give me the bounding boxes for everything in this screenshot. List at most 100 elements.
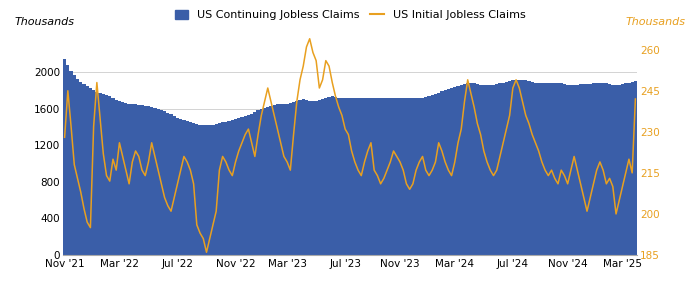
Bar <box>240 117 244 255</box>
Bar <box>250 114 253 255</box>
Bar <box>505 82 508 255</box>
Bar <box>502 82 505 255</box>
Bar <box>437 93 440 255</box>
Bar <box>186 121 189 255</box>
Bar <box>157 109 160 255</box>
Bar <box>63 59 66 255</box>
Bar <box>379 98 382 255</box>
Bar <box>575 85 579 255</box>
Bar <box>398 98 402 255</box>
Bar <box>521 80 524 255</box>
Bar <box>228 121 231 255</box>
Bar <box>163 111 166 255</box>
Text: Thousands: Thousands <box>626 17 686 27</box>
Bar <box>453 87 456 255</box>
Bar <box>376 98 379 255</box>
Bar <box>192 123 195 255</box>
Bar <box>366 98 370 255</box>
Bar <box>511 80 514 255</box>
Bar <box>563 84 566 255</box>
Bar <box>489 85 492 255</box>
Bar <box>524 80 527 255</box>
Bar <box>85 86 89 255</box>
Bar <box>534 82 537 255</box>
Bar <box>314 101 318 255</box>
Bar <box>386 98 389 255</box>
Bar <box>382 98 386 255</box>
Bar <box>595 83 598 255</box>
Bar <box>144 106 147 255</box>
Bar <box>492 85 495 255</box>
Bar <box>102 94 105 255</box>
Bar <box>288 103 292 255</box>
Bar <box>211 124 215 255</box>
Bar <box>482 85 485 255</box>
Bar <box>537 83 540 255</box>
Bar <box>476 84 479 255</box>
Bar <box>479 85 482 255</box>
Bar <box>125 103 127 255</box>
Bar <box>424 97 428 255</box>
Bar <box>205 125 208 255</box>
Bar <box>150 107 153 255</box>
Bar <box>582 84 585 255</box>
Bar <box>631 82 634 255</box>
Bar <box>282 103 286 255</box>
Bar <box>247 116 250 255</box>
Bar <box>318 100 321 255</box>
Bar <box>253 112 256 255</box>
Bar <box>256 110 260 255</box>
Bar <box>118 101 121 255</box>
Bar <box>137 105 141 255</box>
Bar <box>73 75 76 255</box>
Bar <box>566 85 569 255</box>
Bar <box>473 83 476 255</box>
Bar <box>195 124 198 255</box>
Bar <box>514 80 518 255</box>
Bar <box>615 85 617 255</box>
Bar <box>166 112 169 255</box>
Bar <box>463 84 466 255</box>
Bar <box>237 118 240 255</box>
Bar <box>134 104 137 255</box>
Bar <box>330 96 334 255</box>
Bar <box>444 90 447 255</box>
Bar <box>356 98 360 255</box>
Bar <box>547 83 550 255</box>
Bar <box>408 98 412 255</box>
Bar <box>430 95 434 255</box>
Bar <box>540 83 543 255</box>
Bar <box>392 98 395 255</box>
Bar <box>354 98 356 255</box>
Bar <box>508 81 511 255</box>
Bar <box>569 85 573 255</box>
Bar <box>153 108 157 255</box>
Bar <box>611 85 615 255</box>
Bar <box>298 100 302 255</box>
Bar <box>202 125 205 255</box>
Bar <box>279 104 282 255</box>
Bar <box>108 96 111 255</box>
Bar <box>456 86 460 255</box>
Bar <box>447 89 450 255</box>
Bar <box>337 98 340 255</box>
Bar <box>617 85 621 255</box>
Bar <box>498 83 502 255</box>
Bar <box>179 119 182 255</box>
Bar <box>218 123 221 255</box>
Bar <box>414 98 418 255</box>
Bar <box>324 98 328 255</box>
Bar <box>418 98 421 255</box>
Bar <box>189 122 192 255</box>
Bar <box>276 104 279 255</box>
Bar <box>263 108 266 255</box>
Bar <box>270 106 272 255</box>
Bar <box>328 97 330 255</box>
Bar <box>605 83 608 255</box>
Bar <box>634 81 637 255</box>
Bar <box>231 120 234 255</box>
Bar <box>553 83 556 255</box>
Bar <box>198 124 202 255</box>
Bar <box>450 88 453 255</box>
Bar <box>115 100 118 255</box>
